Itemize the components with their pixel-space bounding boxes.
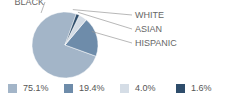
html-text:19.4%: 19.4% [79,83,105,93]
html-text:4.0%: 4.0% [135,83,156,93]
html-text:1.6%: 1.6% [191,83,212,93]
svg-text:HISPANIC: HISPANIC [135,38,177,48]
svg-text:BLACK: BLACK [14,0,44,7]
svg-text:ASIAN: ASIAN [135,24,162,34]
svg-text:WHITE: WHITE [135,10,164,20]
html-text:75.1%: 75.1% [23,83,49,93]
